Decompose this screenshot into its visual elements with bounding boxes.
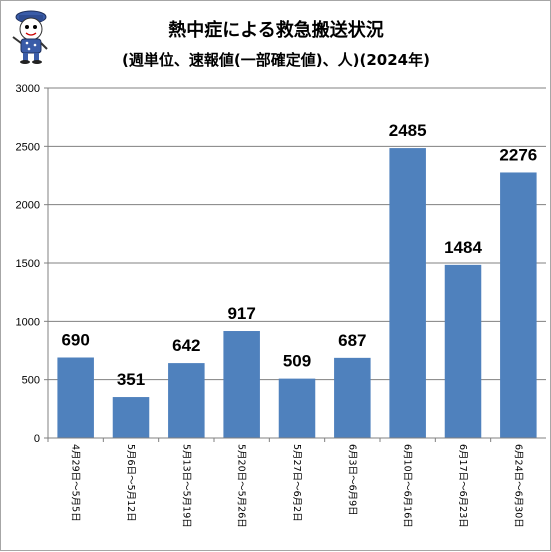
bar — [223, 331, 260, 438]
y-tick-label: 0 — [34, 433, 40, 445]
y-tick-label: 3000 — [16, 83, 40, 95]
bar — [334, 357, 371, 438]
y-tick-label: 500 — [22, 375, 40, 387]
bar — [168, 363, 205, 438]
data-labels: 690 351 642 917 509 687 2485 1484 2276 — [61, 121, 537, 389]
data-label: 2485 — [389, 121, 427, 140]
y-tick-label: 1500 — [16, 258, 40, 270]
x-category-label: 5月13日～5月19日 — [180, 444, 191, 528]
data-label: 2276 — [499, 145, 537, 164]
x-category-label: 6月3日～6月9日 — [346, 444, 357, 516]
x-category-label: 4月29日～5月5日 — [70, 444, 81, 522]
data-label: 687 — [338, 331, 366, 350]
y-tick-label: 2000 — [16, 200, 40, 212]
bar — [444, 264, 482, 438]
data-label: 690 — [61, 331, 89, 350]
y-axis-ticks: 0 500 1000 1500 2000 2500 3000 — [16, 83, 48, 445]
data-label: 917 — [227, 304, 255, 323]
bar — [112, 397, 150, 438]
data-label: 351 — [117, 370, 145, 389]
x-category-label: 5月6日～5月12日 — [125, 444, 136, 522]
bar — [278, 378, 316, 438]
x-category-label: 6月10日～6月16日 — [402, 444, 413, 528]
data-label: 509 — [283, 352, 311, 371]
bar — [57, 357, 94, 438]
x-category-label: 6月17日～6月23日 — [457, 444, 468, 528]
x-category-label: 5月20日～5月26日 — [236, 444, 247, 528]
chart-subtitle: (週単位、速報値(一部確定値)、人)(2024年) — [122, 51, 430, 69]
bars — [57, 148, 537, 439]
x-category-label: 5月27日～6月2日 — [291, 444, 302, 522]
bar — [500, 172, 537, 438]
y-tick-label: 2500 — [16, 141, 40, 153]
x-axis-categories: 4月29日～5月5日 5月6日～5月12日 5月13日～5月19日 5月20日～5月2… — [47, 438, 523, 528]
y-tick-label: 1000 — [16, 316, 40, 328]
mascot-icon — [12, 10, 48, 64]
chart-title: 熱中症による救急搬送状況 — [168, 19, 383, 41]
x-category-label: 6月24日～6月30日 — [512, 444, 523, 528]
data-label: 642 — [172, 336, 200, 355]
bar — [389, 148, 426, 439]
data-label: 1484 — [444, 238, 482, 257]
